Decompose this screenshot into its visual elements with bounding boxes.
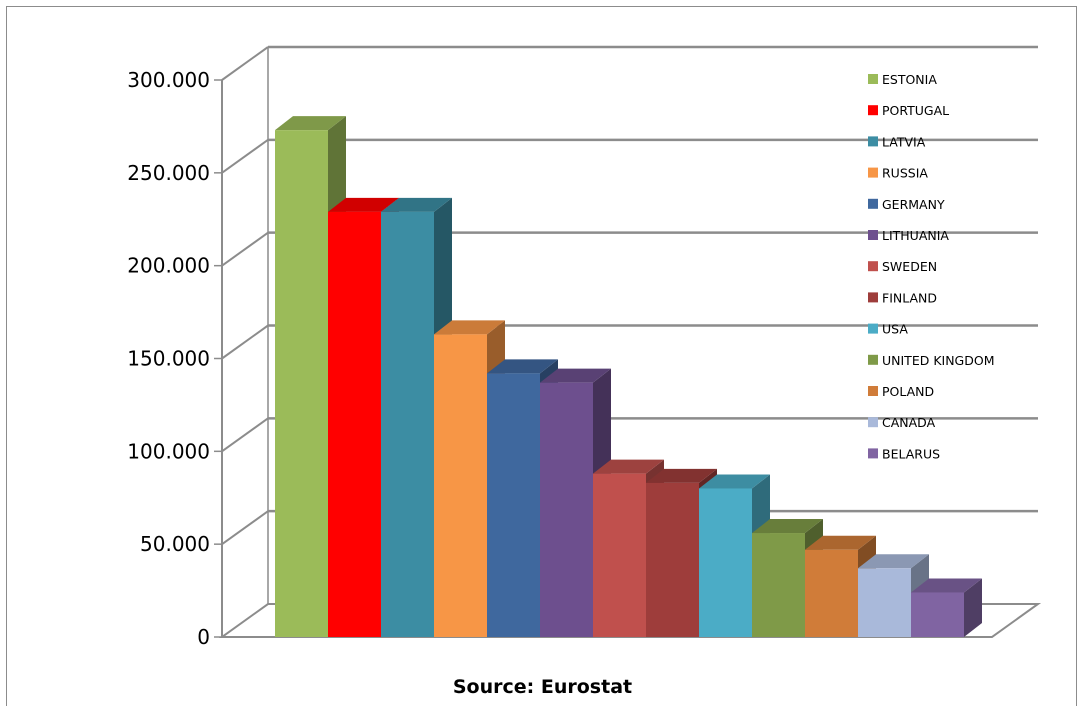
bar-front <box>805 549 858 637</box>
bar-front <box>752 533 805 637</box>
bar-top <box>858 554 929 569</box>
legend-label: ESTONIA <box>882 72 937 87</box>
legend-swatch <box>868 105 878 116</box>
y-tick-label: 100.000 <box>127 439 210 463</box>
legend-label: USA <box>882 322 908 337</box>
legend-swatch <box>868 323 878 334</box>
legend-item: ESTONIA <box>868 72 937 87</box>
bar-front <box>275 130 328 637</box>
y-tick-label: 300.000 <box>127 68 210 92</box>
legend-swatch <box>868 198 878 209</box>
legend-label: UNITED KINGDOM <box>882 353 995 368</box>
legend-item: LATVIA <box>868 134 926 149</box>
legend-item: PORTUGAL <box>868 103 949 118</box>
bar-top <box>434 320 505 335</box>
legend-item: POLAND <box>868 384 934 399</box>
bar-front <box>540 382 593 637</box>
bar <box>858 554 929 637</box>
y-tick-label: 250.000 <box>127 161 210 185</box>
legend-label: LATVIA <box>882 134 926 149</box>
bar-front <box>699 488 752 637</box>
bar-front <box>434 334 487 637</box>
legend: ESTONIA PORTUGAL LATVIA RUSSIA GERMANY LITHUA… <box>868 72 995 461</box>
side-gridline <box>221 231 269 267</box>
y-tick-label: 200.000 <box>127 254 210 278</box>
bar-top <box>699 474 770 489</box>
bar-front <box>328 211 381 637</box>
legend-label: BELARUS <box>882 446 940 461</box>
side-gridline <box>221 46 269 81</box>
y-tick-label: 0 <box>197 625 210 649</box>
bar-top <box>646 468 717 483</box>
legend-swatch <box>868 417 878 428</box>
legend-swatch <box>868 386 878 396</box>
side-gridline <box>221 417 269 453</box>
bar-top <box>381 197 452 212</box>
legend-swatch <box>868 448 878 459</box>
legend-item: GERMANY <box>868 197 945 212</box>
y-tick-label: 150.000 <box>127 347 210 371</box>
legend-item: SWEDEN <box>868 259 937 274</box>
legend-item: RUSSIA <box>868 166 928 181</box>
bar-top <box>805 535 876 550</box>
bar-top <box>328 197 399 212</box>
legend-swatch <box>868 261 878 272</box>
y-axis-ticks: 0 50.000 100.000 150.000 200.000 250.000 300.0… <box>127 68 222 649</box>
legend-label: PORTUGAL <box>882 103 949 118</box>
bar-top <box>752 519 823 534</box>
bar-top <box>911 578 982 593</box>
legend-label: CANADA <box>882 415 936 430</box>
legend-swatch <box>868 167 878 178</box>
bar-front <box>487 373 540 637</box>
legend-swatch <box>868 74 878 84</box>
side-gridline <box>221 510 269 545</box>
bar-top <box>593 459 664 474</box>
legend-label: POLAND <box>882 384 934 399</box>
legend-swatch <box>868 354 878 365</box>
legend-swatch <box>868 230 878 240</box>
bar-front <box>593 473 646 637</box>
bar-front <box>858 568 911 637</box>
bar-top <box>487 359 558 374</box>
legend-label: RUSSIA <box>882 166 928 181</box>
legend-item: USA <box>868 322 908 337</box>
legend-swatch <box>868 136 878 147</box>
legend-item: UNITED KINGDOM <box>868 353 995 368</box>
bar <box>911 578 982 637</box>
y-tick-label: 50.000 <box>140 532 210 556</box>
legend-label: GERMANY <box>882 197 945 212</box>
legend-label: SWEDEN <box>882 259 937 274</box>
bar-front <box>911 592 964 637</box>
bar-front <box>381 211 434 637</box>
bar-top <box>275 116 346 131</box>
bars <box>275 116 982 637</box>
legend-swatch <box>868 292 878 303</box>
side-gridline <box>221 324 269 360</box>
bar-side <box>964 578 982 637</box>
legend-label: LITHUANIA <box>882 228 949 243</box>
bar-top <box>540 368 611 383</box>
source-caption: Source: Eurostat <box>452 676 633 698</box>
legend-item: BELARUS <box>868 446 940 461</box>
legend-item: FINLAND <box>868 290 937 305</box>
legend-item: CANADA <box>868 415 936 430</box>
side-gridline <box>221 139 269 174</box>
legend-label: FINLAND <box>882 290 937 305</box>
legend-item: LITHUANIA <box>868 228 949 243</box>
bar-front <box>646 482 699 637</box>
